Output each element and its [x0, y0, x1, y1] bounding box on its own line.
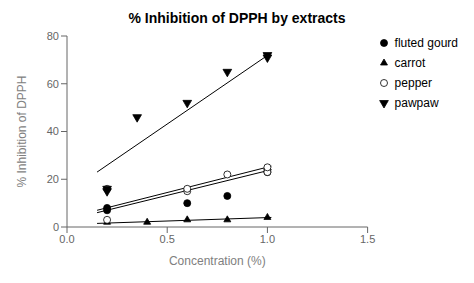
- svg-text:0: 0: [53, 221, 59, 233]
- html-text:fluted gourd: fluted gourd: [394, 36, 458, 50]
- svg-text:60: 60: [47, 78, 59, 90]
- svg-text:0.5: 0.5: [160, 233, 175, 245]
- svg-text:40: 40: [47, 125, 59, 137]
- svg-text:% Inhibition of DPPH: % Inhibition of DPPH: [15, 75, 29, 187]
- html-text:% Inhibition of DPPH by extrac: % Inhibition of DPPH by extracts: [128, 10, 346, 26]
- svg-text:Concentration (%): Concentration (%): [169, 254, 266, 268]
- svg-text:20: 20: [47, 173, 59, 185]
- svg-text:1.5: 1.5: [360, 233, 375, 245]
- svg-text:80: 80: [47, 30, 59, 42]
- html-text:carrot: carrot: [394, 56, 426, 70]
- svg-text:0.0: 0.0: [59, 233, 74, 245]
- html-text:pawpaw: pawpaw: [394, 96, 439, 110]
- html-text:pepper: pepper: [394, 76, 432, 90]
- svg-text:1.0: 1.0: [260, 233, 275, 245]
